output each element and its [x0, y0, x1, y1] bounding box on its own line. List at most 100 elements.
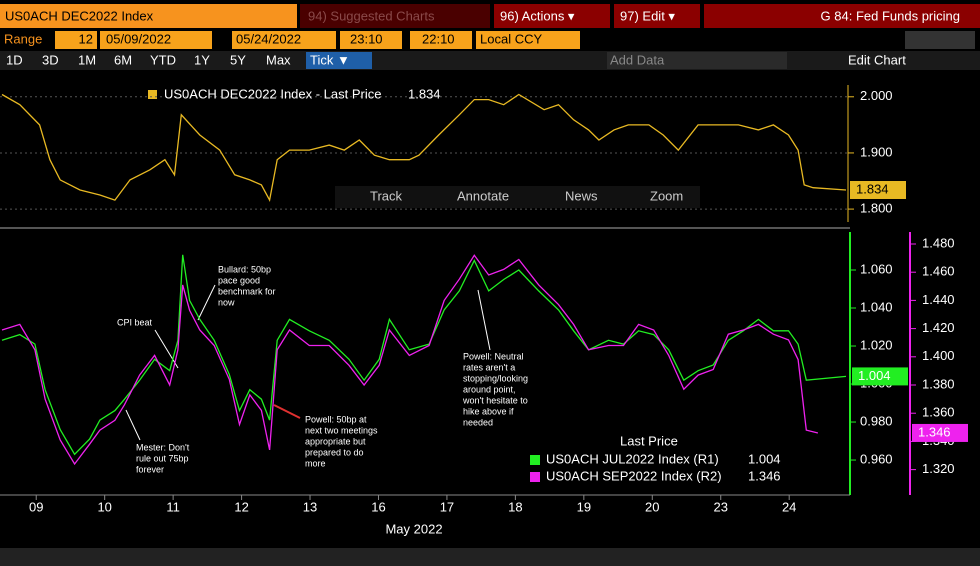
end-date[interactable]: 05/24/2022	[236, 31, 301, 46]
y2-tick-label: 1.440	[922, 292, 955, 307]
legend-box	[525, 432, 795, 492]
period-button[interactable]: 1D	[6, 52, 23, 67]
suggested-box[interactable]	[300, 4, 490, 28]
y-tick-label: 2.000	[860, 88, 893, 103]
legend-swatch	[530, 472, 540, 482]
field[interactable]	[232, 31, 336, 49]
security[interactable]: US0ACH DEC2022 Index	[5, 8, 154, 23]
tool-button[interactable]: News	[565, 188, 598, 203]
x-tick-label: 11	[166, 499, 180, 514]
annotation-arrow	[125, 409, 141, 441]
annotation: now	[218, 297, 235, 307]
tool-button[interactable]: Zoom	[650, 188, 683, 203]
period-button[interactable]: 1Y	[194, 52, 210, 67]
suggested[interactable]: 94) Suggested Charts	[308, 8, 435, 23]
x-axis-label: May 2022	[385, 521, 442, 536]
price-tag	[852, 367, 908, 386]
edit-chart[interactable]: Edit Chart	[848, 52, 906, 67]
tool-button[interactable]: Annotate	[457, 188, 509, 203]
price-tag	[912, 423, 968, 442]
price-line	[1, 93, 847, 203]
annotation: Powell: 50bp at	[305, 414, 367, 424]
x-tick-label: 17	[440, 499, 454, 514]
y-tick-label: 1.800	[860, 201, 893, 216]
nav-buttons[interactable]	[905, 31, 975, 49]
legend-label: US0ACH SEP2022 Index (R2)	[546, 468, 722, 483]
period-button[interactable]: Tick ▼	[310, 52, 350, 67]
price-tag-label: 1.834	[856, 181, 889, 196]
y2-tick-label: 1.360	[922, 405, 955, 420]
y2-tick-label: 1.480	[922, 235, 955, 250]
annotation: appropriate but	[305, 436, 366, 446]
edit[interactable]: 97) Edit ▾	[620, 8, 675, 23]
y-tick-label: 1.040	[860, 299, 893, 314]
edit-box[interactable]	[614, 4, 700, 28]
period-button[interactable]: YTD	[150, 52, 176, 67]
annotation: won't hesitate to	[462, 395, 528, 405]
annotation: benchmark for	[218, 286, 276, 296]
start-date[interactable]: 05/09/2022	[106, 31, 171, 46]
x-tick-label: 09	[29, 499, 43, 514]
actions[interactable]: 96) Actions ▾	[500, 8, 575, 23]
period-button[interactable]: 1M	[78, 52, 96, 67]
title-box	[704, 4, 980, 28]
y2-tick-label: 1.400	[922, 348, 955, 363]
annotation: needed	[463, 417, 493, 427]
period-button[interactable]: 3D	[42, 52, 59, 67]
legend-value: 1.834	[408, 86, 441, 101]
annotation: Bullard: 50bp	[218, 264, 271, 274]
y-tick-label: 1.900	[860, 144, 893, 159]
range-value[interactable]: 12	[79, 31, 93, 46]
field[interactable]	[340, 31, 402, 49]
period-button[interactable]: 5Y	[230, 52, 246, 67]
annotation: Mester: Don't	[136, 442, 190, 452]
field[interactable]	[410, 31, 472, 49]
legend-label: US0ACH JUL2022 Index (R1)	[546, 451, 719, 466]
end-time[interactable]: 22:10	[422, 31, 455, 46]
add-data[interactable]: Add Data	[610, 52, 665, 67]
y2-tick-label: 1.420	[922, 320, 955, 335]
annotation: Powell: Neutral	[463, 351, 524, 361]
status-bar	[0, 548, 980, 566]
security-box[interactable]	[0, 4, 297, 28]
start-time[interactable]: 23:10	[350, 31, 383, 46]
x-tick-label: 18	[508, 499, 522, 514]
annotation: stopping/looking	[463, 373, 528, 383]
price-tag	[850, 180, 906, 199]
range-label: Range	[4, 31, 42, 46]
annotation: more	[305, 458, 326, 468]
legend-label: US0ACH DEC2022 Index - Last Price	[164, 86, 381, 101]
legend-swatch	[148, 90, 157, 99]
page-title: G 84: Fed Funds pricing	[821, 8, 960, 23]
legend-value: 1.346	[748, 468, 781, 483]
x-tick-label: 12	[234, 499, 248, 514]
annotation-arrow	[273, 404, 301, 419]
annotation: hike above if	[463, 406, 514, 416]
tool-button[interactable]: Track	[370, 188, 403, 203]
period-active[interactable]	[306, 52, 372, 69]
field[interactable]	[55, 31, 97, 49]
price-line	[1, 254, 819, 466]
y-tick-label: 0.960	[860, 451, 893, 466]
field[interactable]	[476, 31, 580, 49]
legend-swatch	[530, 455, 540, 465]
annotation: rule out 75bp	[136, 453, 189, 463]
legend-title: Last Price	[620, 433, 678, 448]
currency[interactable]: Local CCY	[480, 31, 542, 46]
x-tick-label: 23	[714, 499, 728, 514]
legend-box	[140, 86, 445, 104]
annotation: rates aren't a	[463, 362, 515, 372]
period-button[interactable]: 6M	[114, 52, 132, 67]
x-tick-label: 13	[303, 499, 317, 514]
annotation: forever	[136, 464, 164, 474]
toolbar	[0, 51, 980, 70]
field[interactable]	[100, 31, 212, 49]
y-tick-label: 0.980	[860, 413, 893, 428]
price-tag-label: 1.004	[858, 368, 891, 383]
actions-box[interactable]	[494, 4, 610, 28]
add-data-field[interactable]	[607, 52, 787, 69]
period-button[interactable]: Max	[266, 52, 291, 67]
tools-bar	[335, 186, 700, 208]
